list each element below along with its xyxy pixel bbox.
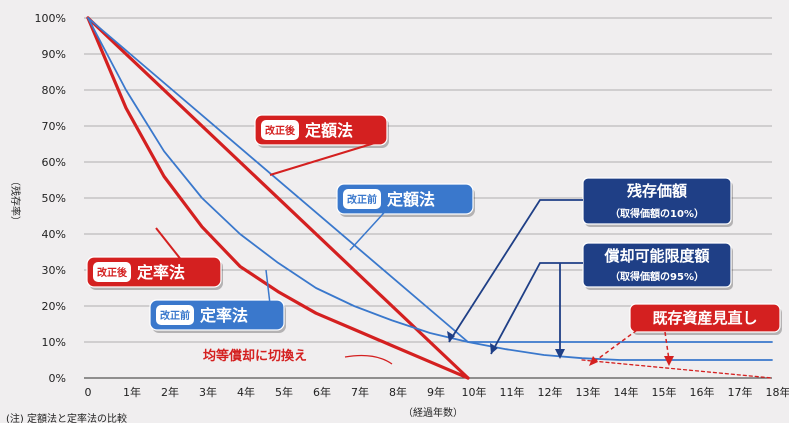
x-tick-label: 16年: [690, 385, 715, 399]
y-tick-label: 0%: [49, 372, 66, 385]
kizon-label: 既存資産見直し: [652, 309, 757, 327]
y-tick-label: 50%: [42, 192, 66, 205]
footnote: (注) 定額法と定率法の比較: [6, 412, 127, 423]
callout-tag: [343, 189, 381, 209]
navy-box: [582, 177, 732, 225]
connector-red-teiritsu: [155, 227, 191, 272]
x-axis-label: （経過年数）: [403, 406, 463, 419]
callout-tag-text: 改正後: [265, 124, 296, 137]
x-tick-label: 11年: [500, 385, 525, 399]
y-axis-label: （残存率）: [9, 176, 22, 226]
navy-title: 残存価額: [627, 182, 687, 200]
navy-title: 償却可能限度額: [603, 247, 709, 265]
arrow-shokyaku-1: [490, 262, 583, 355]
y-tick-label: 40%: [42, 228, 66, 241]
arrowhead-kizon-1: [589, 356, 598, 366]
x-tick-label: 1年: [123, 385, 141, 399]
kinto-arrow: [344, 354, 393, 365]
arrowhead-shokyaku-1: [490, 343, 498, 354]
x-tick-label: 2年: [161, 385, 179, 399]
series-line-4: [581, 359, 773, 379]
callout-shokyaku: 償却可能限度額 （取得価額の95%）: [582, 242, 733, 290]
connector-red-teigaku: [269, 141, 379, 176]
y-tick-labels: 0% 10% 20% 30% 40% 50% 60% 70% 80% 90% 100%: [35, 12, 66, 385]
navy-box: [582, 242, 732, 288]
x-tick-label: 6年: [313, 385, 331, 399]
callout-tag: [156, 305, 194, 325]
x-tick-label: 15年: [652, 385, 677, 399]
arrow-kizon-1: [590, 321, 649, 365]
series-lines: [86, 16, 773, 380]
callout-label: 定額法: [304, 121, 353, 140]
y-tick-label: 20%: [42, 300, 66, 313]
callout-label: 定額法: [386, 190, 435, 209]
callout-label: 定率法: [199, 306, 248, 325]
x-tick-label: 3年: [199, 385, 217, 399]
callout-blue-teiritsu: 改正前 定率法: [149, 299, 286, 333]
arrow-zanson: [448, 199, 583, 343]
arrowhead-shokyaku-2: [555, 349, 565, 359]
y-tick-label: 90%: [42, 48, 66, 61]
arrow-kizon-2: [664, 331, 670, 361]
callout-tag: [93, 262, 131, 282]
y-tick-label: 70%: [42, 120, 66, 133]
callout-blue-teigaku: 改正前 定額法: [336, 183, 475, 217]
y-tick-label: 80%: [42, 84, 66, 97]
callout-label: 定率法: [136, 263, 185, 282]
x-tick-label: 13年: [576, 385, 601, 399]
y-tick-label: 10%: [42, 336, 66, 349]
callout-zanson: 残存価額 （取得価額の10%）: [582, 177, 733, 227]
callout-tag: [261, 120, 299, 140]
navy-sub: （取得価額の95%）: [610, 270, 704, 283]
connector-blue-teigaku: [349, 203, 393, 251]
series-line-3: [87, 17, 773, 361]
arrowhead-zanson: [447, 331, 455, 342]
arrowhead-kizon-2: [664, 356, 674, 366]
series-line-0: [86, 16, 470, 380]
series-line-1: [86, 16, 470, 380]
x-tick-label: 9年: [427, 385, 445, 399]
y-tick-label: 30%: [42, 264, 66, 277]
callout-tag-text: 改正後: [97, 266, 128, 279]
x-tick-label: 17年: [728, 385, 753, 399]
callout-tag-text: 改正前: [347, 193, 377, 206]
callout-red-teiritsu: 改正後 定率法: [86, 256, 223, 290]
callout-tag-text: 改正前: [160, 309, 190, 322]
connector-blue-teiritsu: [265, 269, 271, 305]
x-tick-label: 7年: [351, 385, 369, 399]
x-tick-label: 14年: [614, 385, 639, 399]
kizon-box: [629, 303, 781, 333]
navy-sub: （取得価額の10%）: [610, 207, 704, 220]
x-tick-label: 12年: [538, 385, 563, 399]
y-tick-label: 60%: [42, 156, 66, 169]
x-tick-label: 18年: [766, 385, 789, 399]
x-tick-labels: 0 1年 2年 3年 4年 5年 6年 7年 8年 9年 10年 11年 12年 13年 14年 15年 16年…: [85, 385, 789, 399]
x-tick-label: 4年: [237, 385, 255, 399]
x-tick-label: 8年: [389, 385, 407, 399]
callout-red-teigaku: 改正後 定額法: [254, 114, 389, 148]
kinto-label: 均等償却に切換え: [203, 348, 307, 364]
x-tick-label: 10年: [462, 385, 487, 399]
x-tick-label: 5年: [275, 385, 293, 399]
x-tick-label: 0: [85, 386, 92, 399]
callout-kizon: 既存資産見直し: [629, 303, 782, 335]
y-tick-label: 100%: [35, 12, 66, 25]
